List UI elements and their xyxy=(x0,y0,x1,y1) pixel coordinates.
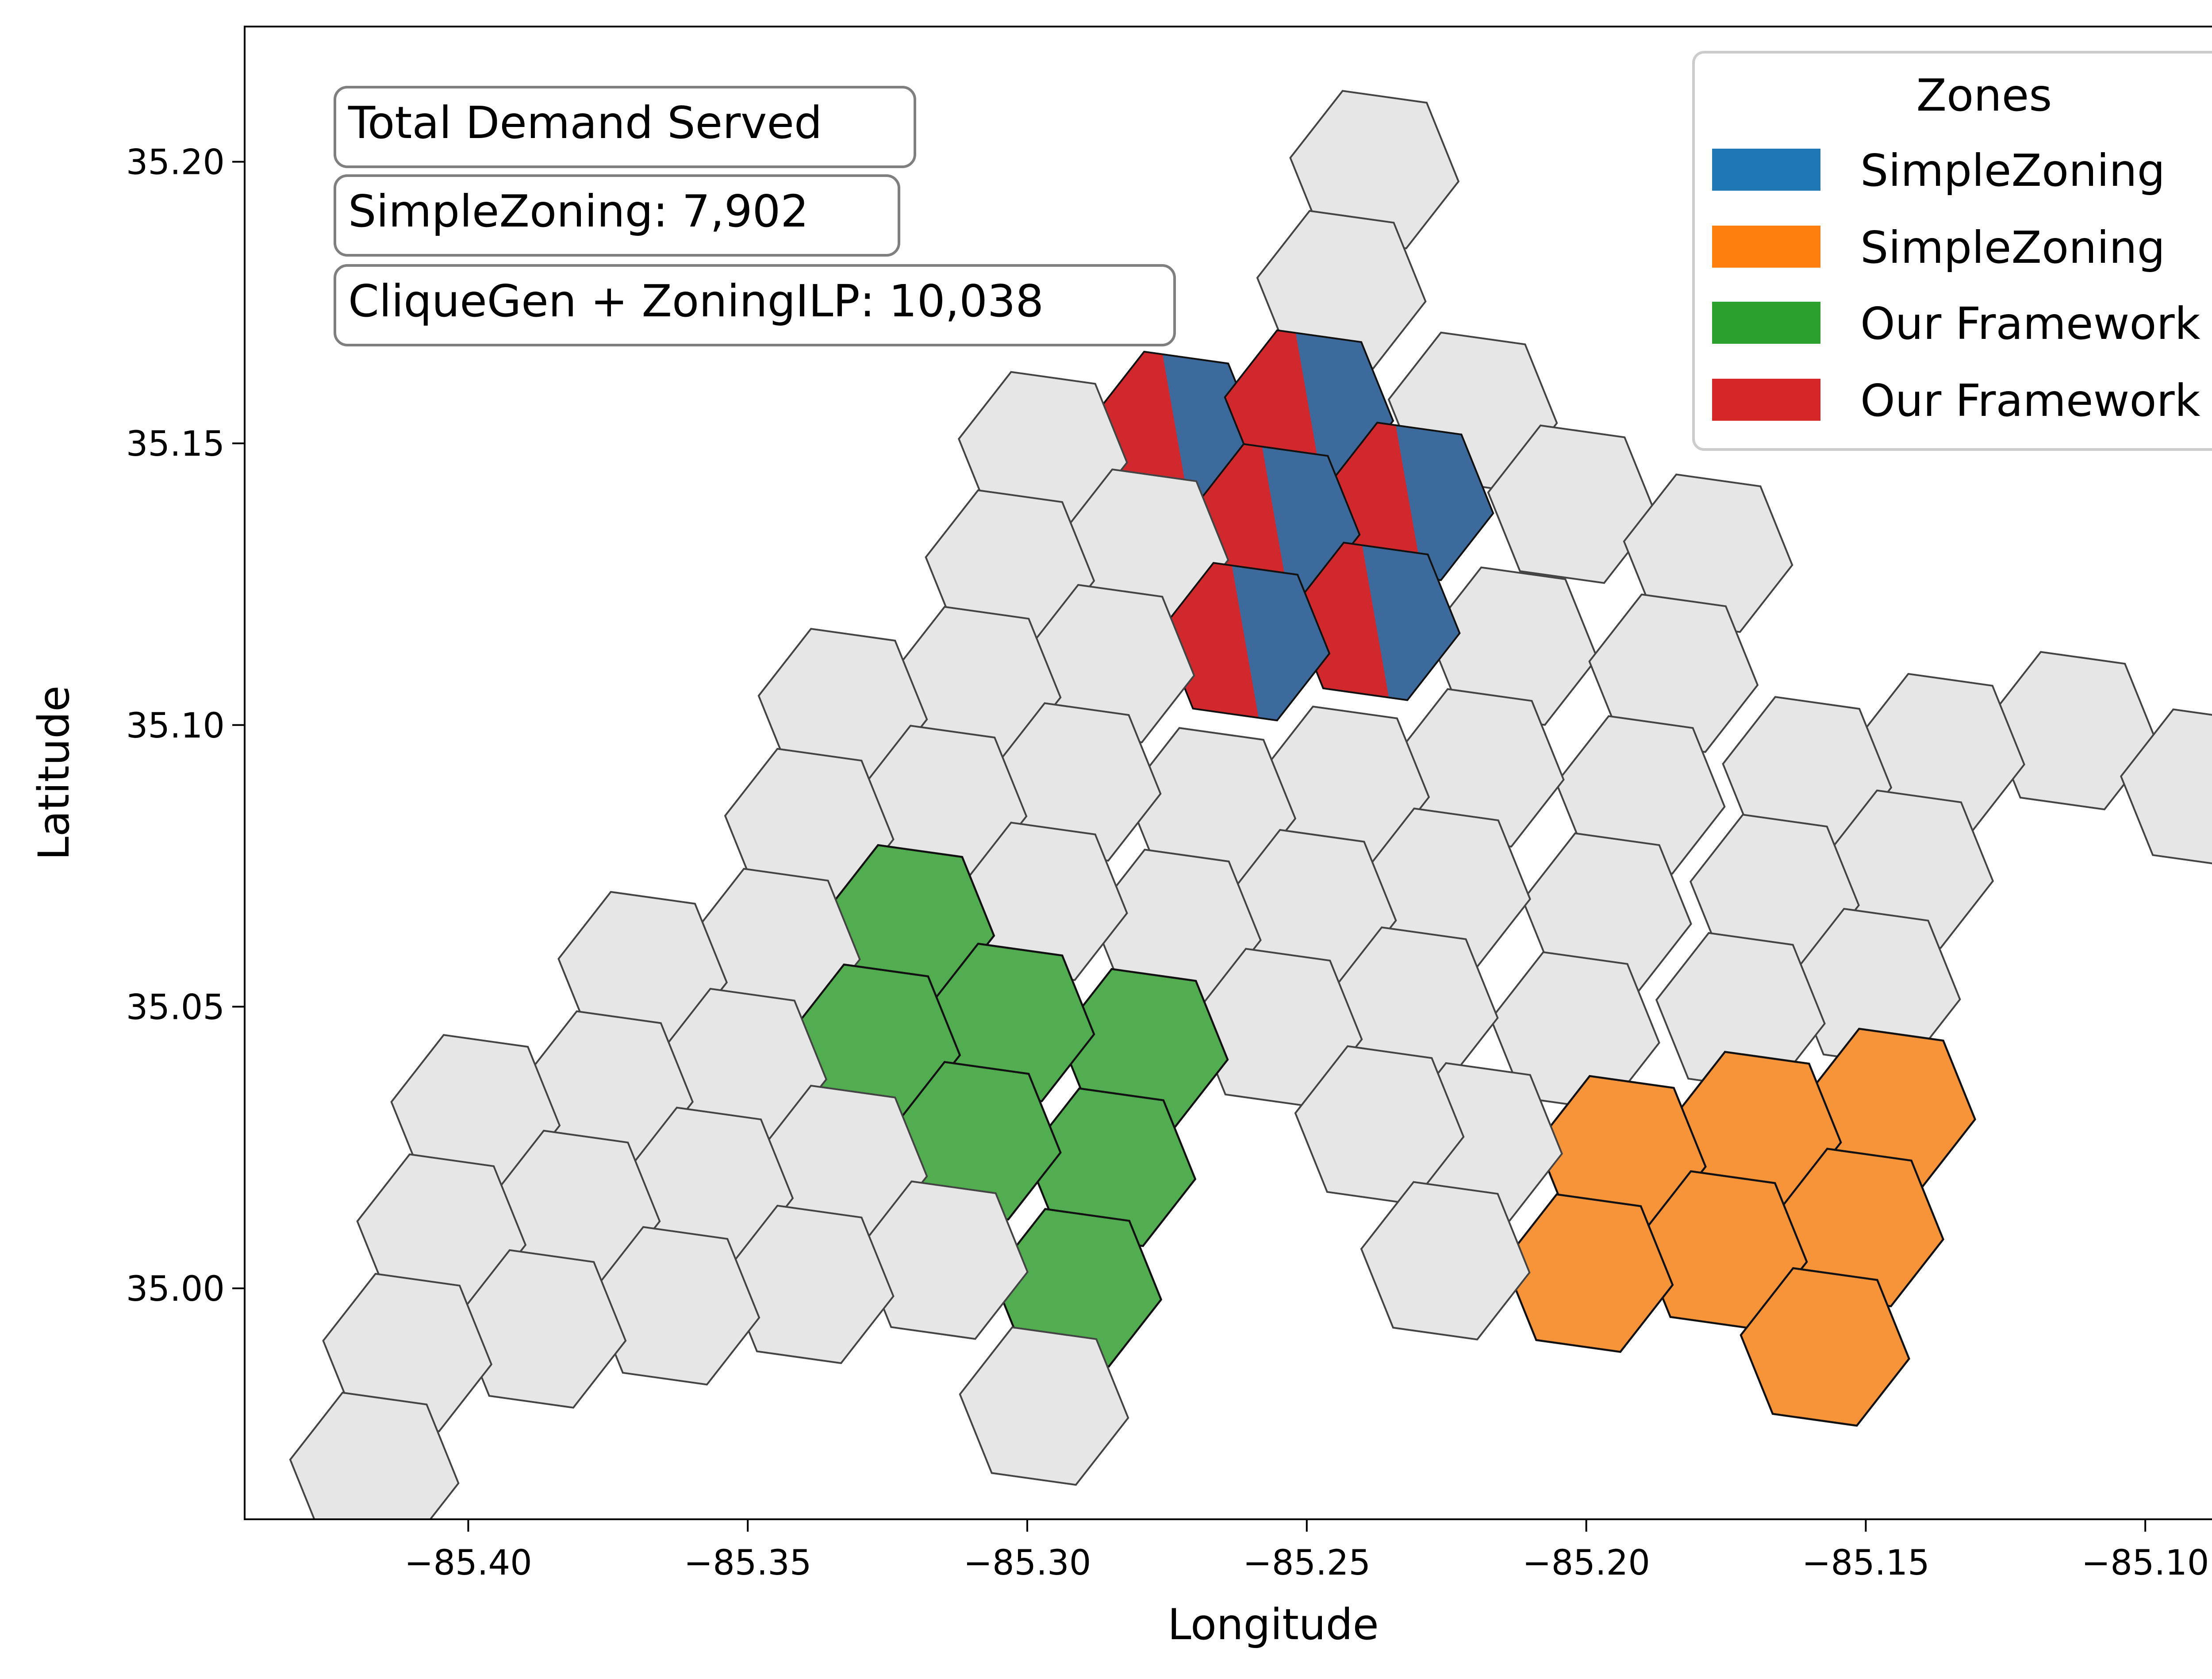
legend-label-4: Our Framework xyxy=(1860,375,2200,426)
x-tick-label: −85.25 xyxy=(1243,1543,1371,1583)
hex-cell xyxy=(1289,90,1460,250)
hex-shape xyxy=(1360,1181,1531,1341)
x-tick-label: −85.15 xyxy=(1802,1543,1930,1583)
y-tick-label: 35.00 xyxy=(126,1269,225,1309)
y-tick-label: 35.10 xyxy=(126,706,225,746)
y-axis-label: Latitude xyxy=(29,685,79,860)
annotation-framework-score: CliqueGen + ZoningILP: 10,038 xyxy=(334,264,1176,346)
y-tick-label: 35.05 xyxy=(126,987,225,1027)
hex-shape xyxy=(1623,473,1793,633)
x-tick-label: −85.30 xyxy=(964,1543,1091,1583)
legend-swatch-1 xyxy=(1712,149,1820,191)
plot-frame xyxy=(244,26,2212,1520)
legend-title: Zones xyxy=(1916,69,2052,121)
hex-shape xyxy=(322,1272,493,1433)
legend-label-1: SimpleZoning xyxy=(1860,145,2165,196)
hex-shape xyxy=(1588,593,1759,753)
hex-cell xyxy=(289,1391,460,1519)
legend-swatch-2 xyxy=(1712,226,1820,268)
hex-shape xyxy=(2120,708,2212,864)
svg-text:SimpleZoning: 7,902: SimpleZoning: 7,902 xyxy=(348,185,809,237)
hex-cell xyxy=(1360,1181,1531,1341)
x-tick-label: −85.10 xyxy=(2081,1543,2209,1583)
hex-cell xyxy=(2120,708,2212,864)
hex-cell xyxy=(322,1272,493,1433)
hex-cell xyxy=(1623,473,1793,633)
legend-label-2: SimpleZoning xyxy=(1860,222,2165,273)
hex-shape xyxy=(1487,424,1658,584)
annotation-total-demand: Total Demand Served xyxy=(334,86,916,168)
hex-grid xyxy=(289,90,2212,1519)
hex-cell xyxy=(1740,1267,1910,1427)
legend-label-3: Our Framework xyxy=(1860,298,2200,350)
hex-shape xyxy=(1256,210,1427,369)
svg-text:Total Demand Served: Total Demand Served xyxy=(348,97,822,149)
y-tick-label: 35.20 xyxy=(126,143,225,183)
hex-shape xyxy=(1289,90,1460,250)
annotation-simplezoning-score: SimpleZoning: 7,902 xyxy=(334,174,900,257)
x-tick-label: −85.40 xyxy=(404,1543,532,1583)
hex-cell xyxy=(1487,424,1658,584)
hex-shape xyxy=(1740,1267,1910,1427)
y-tick-label: 35.15 xyxy=(126,424,225,464)
legend-swatch-3 xyxy=(1712,302,1820,344)
x-tick-label: −85.35 xyxy=(684,1543,812,1583)
hex-fill-red xyxy=(1225,330,1340,488)
hex-cell xyxy=(1256,210,1427,369)
hex-shape xyxy=(959,1326,1129,1486)
legend-swatch-4 xyxy=(1712,379,1820,421)
x-tick-label: −85.20 xyxy=(1522,1543,1650,1583)
y-axis-ticks: 35.00 35.05 35.10 35.15 35.20 xyxy=(126,143,245,1309)
hex-cell xyxy=(1588,593,1759,753)
x-axis-ticks: −85.40 −85.35 −85.30 −85.25 −85.20 −85.15 −85.… xyxy=(404,1519,2209,1583)
legend-frame xyxy=(1692,51,2212,451)
hex-shape xyxy=(289,1391,460,1519)
x-axis-label: Longitude xyxy=(1167,1600,1379,1649)
svg-text:CliqueGen + ZoningILP: 10,038: CliqueGen + ZoningILP: 10,038 xyxy=(348,275,1044,327)
hex-cell xyxy=(959,1326,1129,1486)
legend: Zones SimpleZoning SimpleZoning Our Fram… xyxy=(1692,51,2212,451)
